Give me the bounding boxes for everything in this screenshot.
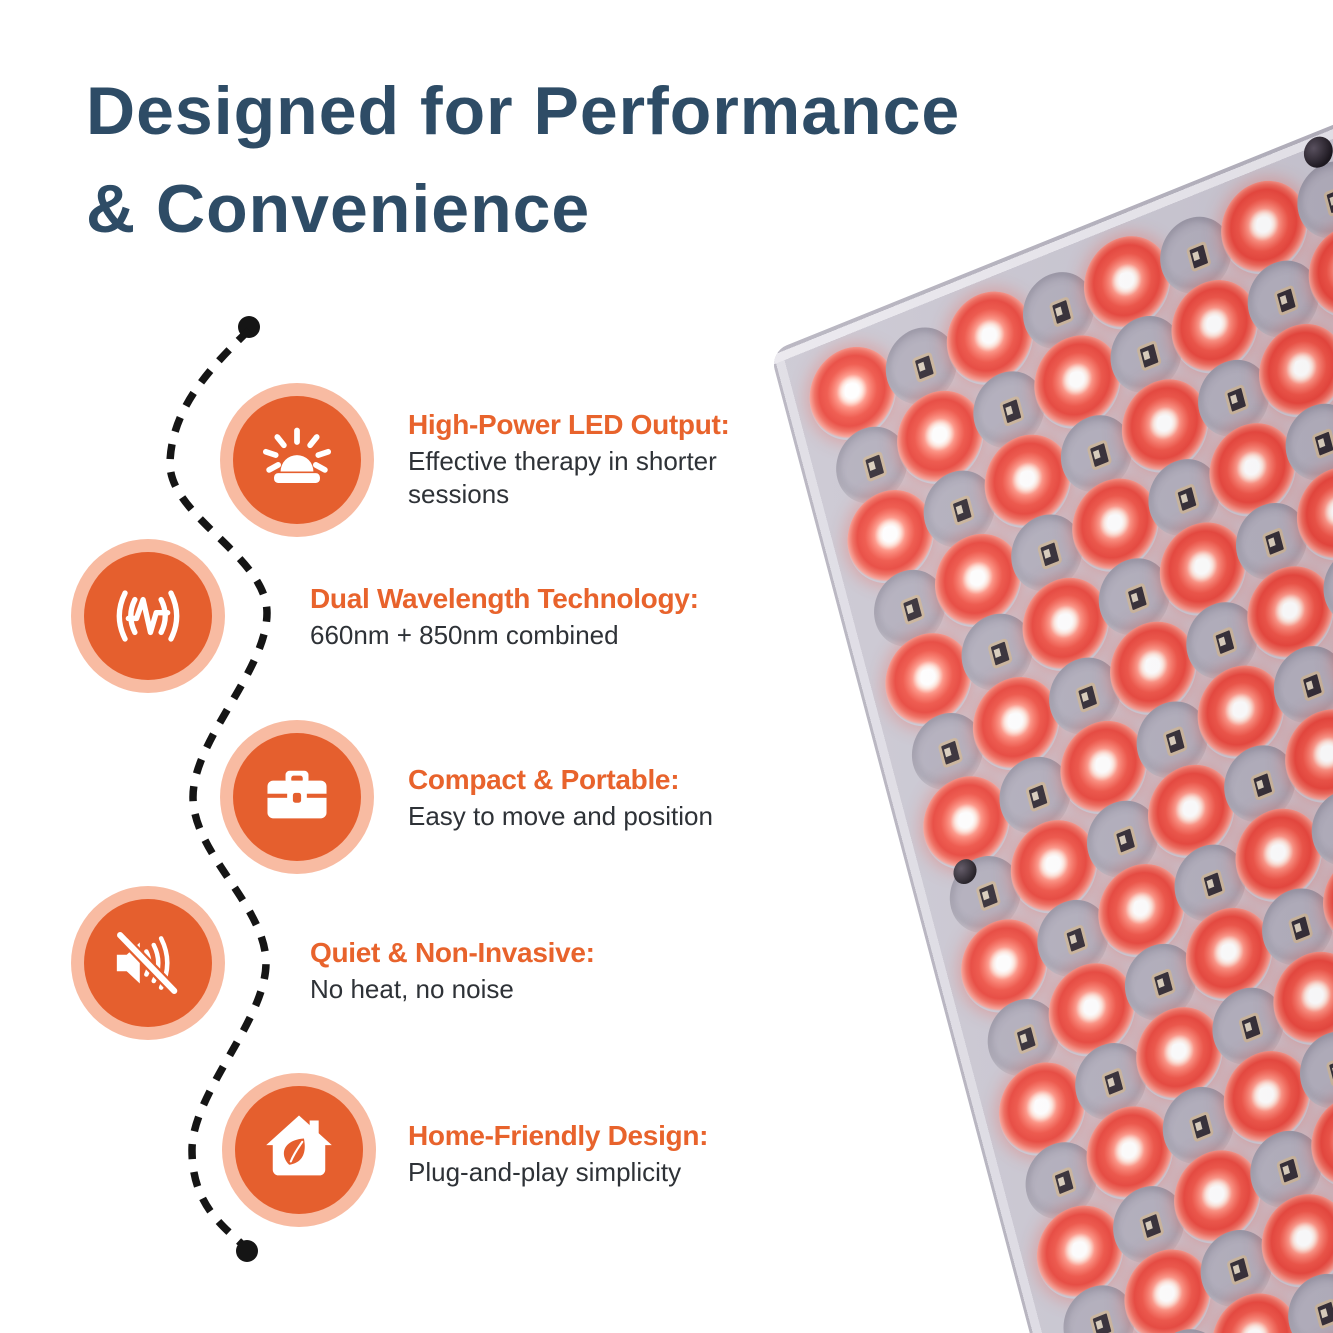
led-chip — [1051, 1166, 1078, 1199]
led-chip — [1275, 1154, 1302, 1187]
page-title-line1: Designed for Performance — [86, 73, 961, 149]
led-chip — [1261, 526, 1288, 559]
feature-2-heading: Dual Wavelength Technology: — [310, 583, 699, 614]
siren-icon — [262, 427, 332, 483]
led-chip — [987, 637, 1014, 670]
feature-4-icon-badge — [84, 899, 212, 1027]
led-chip — [899, 593, 926, 626]
led-chip — [1299, 669, 1326, 702]
led-chip — [1249, 769, 1276, 802]
feature-4-body: No heat, no noise — [310, 974, 514, 1004]
feature-1-body: Effective therapy in shorter sessions — [408, 446, 717, 509]
led-chip — [1025, 780, 1051, 813]
led-chip — [1112, 824, 1139, 857]
led-chip — [1036, 538, 1063, 571]
feature-2: Dual Wavelength Technology: 660nm + 850n… — [310, 582, 699, 652]
led-chip — [1200, 868, 1227, 901]
led-chip — [1062, 923, 1089, 956]
led-chip — [1174, 482, 1200, 515]
led-chip — [911, 351, 938, 384]
feature-5-icon-badge — [235, 1086, 363, 1214]
led-chip — [998, 395, 1025, 428]
wavelength-icon — [116, 590, 180, 642]
led-chip — [861, 450, 888, 483]
led-chip — [1325, 1055, 1333, 1088]
led-chip — [1138, 1209, 1165, 1243]
flow-end-dot — [236, 1240, 258, 1262]
led-chip — [1323, 185, 1333, 218]
led-chip — [949, 494, 976, 527]
page-title: Designed for Performance & Convenience — [86, 62, 960, 258]
feature-5-body: Plug-and-play simplicity — [408, 1157, 682, 1187]
feature-3-icon-badge — [233, 733, 361, 861]
led-chip — [1150, 967, 1177, 1000]
led-chip — [1313, 1297, 1333, 1330]
led-chip — [1124, 582, 1151, 615]
led-chip — [975, 879, 1002, 912]
feature-2-icon-badge — [84, 552, 212, 680]
led-chip — [1223, 383, 1250, 416]
feature-1: High-Power LED Output: Effective therapy… — [408, 408, 808, 511]
feature-1-heading: High-Power LED Output: — [408, 409, 730, 440]
led-chip — [1100, 1066, 1127, 1099]
led-chip — [1273, 284, 1300, 317]
flow-start-dot — [238, 316, 260, 338]
feature-3-body: Easy to move and position — [408, 801, 713, 831]
feature-1-icon-badge — [233, 396, 361, 524]
led-chip — [1086, 439, 1113, 472]
toolbox-icon — [267, 770, 327, 819]
led-chip — [1311, 427, 1333, 460]
led-chip — [1287, 912, 1314, 945]
led-chip — [1162, 725, 1189, 758]
muted-speaker-icon — [116, 931, 179, 995]
led-chip — [1211, 626, 1238, 659]
led-chip — [1136, 339, 1163, 372]
page-title-line2: & Convenience — [86, 171, 591, 247]
led-chip — [1185, 240, 1212, 273]
led-chip — [1238, 1011, 1264, 1044]
led-chip — [937, 736, 964, 769]
feature-3: Compact & Portable: Easy to move and pos… — [408, 763, 713, 833]
led-chip — [1048, 295, 1075, 328]
feature-5: Home-Friendly Design: Plug-and-play simp… — [408, 1119, 708, 1189]
led-chip — [1226, 1253, 1253, 1286]
feature-4-heading: Quiet & Non-Invasive: — [310, 937, 595, 968]
led-chip — [1089, 1309, 1115, 1333]
led-chip — [1188, 1110, 1215, 1143]
led-chip — [1074, 681, 1101, 714]
home-leaf-icon — [266, 1115, 332, 1176]
feature-4: Quiet & Non-Invasive: No heat, no noise — [310, 936, 595, 1006]
led-chip — [1013, 1023, 1040, 1056]
feature-2-body: 660nm + 850nm combined — [310, 620, 619, 650]
feature-5-heading: Home-Friendly Design: — [408, 1120, 709, 1151]
feature-3-heading: Compact & Portable: — [408, 764, 680, 795]
